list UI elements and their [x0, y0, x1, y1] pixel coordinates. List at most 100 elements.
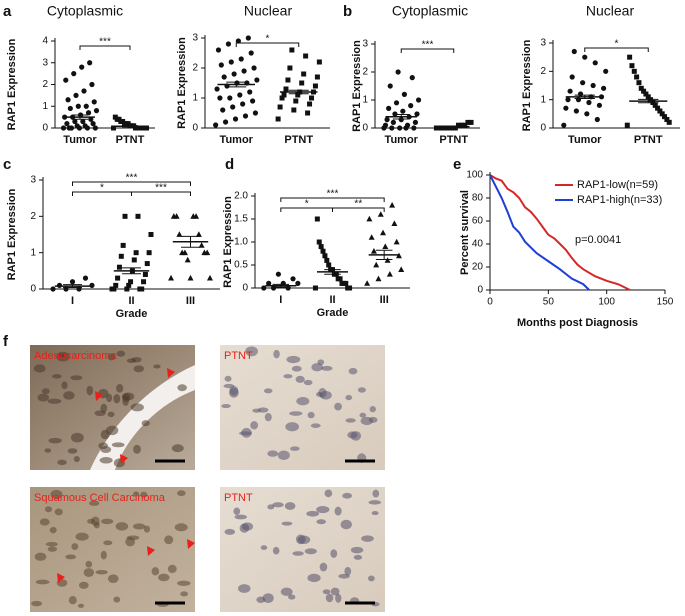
nucleus [359, 412, 367, 418]
nucleus [262, 593, 274, 604]
significance-label: *** [155, 183, 167, 194]
chart-title: Cytoplasmic [392, 3, 468, 19]
data-point [370, 248, 377, 254]
data-point [135, 213, 141, 219]
image-label: Adenocarcinoma [34, 350, 117, 362]
data-point [176, 231, 183, 237]
data-point [213, 122, 219, 128]
nucleus [372, 489, 380, 498]
nucleus [95, 569, 108, 575]
data-point [111, 286, 117, 292]
nucleus [264, 413, 272, 422]
nucleus [133, 365, 145, 373]
data-point [139, 286, 145, 292]
nucleus [311, 363, 323, 372]
nucleus [357, 387, 366, 393]
nucleus [107, 353, 116, 361]
sem-bar [63, 284, 82, 289]
nucleus [223, 383, 235, 389]
nucleus [371, 511, 379, 516]
x-tick-label: Tumor [220, 134, 254, 146]
nucleus [330, 549, 338, 558]
data-point [248, 50, 254, 56]
nucleus [133, 444, 141, 454]
chart-title: Nuclear [586, 3, 635, 19]
arrowhead [120, 454, 128, 464]
nucleus [67, 448, 78, 454]
arrowhead [57, 573, 65, 583]
y-tick-label: 0 [242, 283, 248, 294]
nucleus [177, 490, 186, 497]
data-point [573, 108, 579, 114]
nucleus [37, 393, 50, 402]
nucleus [87, 518, 96, 524]
data-point [222, 119, 229, 125]
nucleus [307, 573, 321, 583]
data-point [71, 71, 77, 77]
data-point [148, 232, 154, 237]
x-tick-label: I [71, 295, 74, 307]
nucleus [353, 554, 363, 560]
data-point [179, 249, 186, 256]
annotation: p=0.0041 [575, 234, 621, 246]
data-point [629, 63, 635, 69]
nucleus [116, 384, 124, 393]
y-tick-label: 0 [30, 284, 36, 295]
data-point [66, 125, 72, 131]
data-point [69, 279, 76, 285]
x-tick-label: 100 [598, 297, 615, 308]
nucleus [44, 506, 53, 513]
data-point [295, 280, 301, 286]
panel-label: e [453, 156, 461, 173]
data-point [74, 123, 80, 129]
data-point [339, 280, 345, 286]
data-point [112, 114, 118, 120]
data-point [594, 116, 600, 123]
y-tick-label: 2.0 [234, 191, 248, 202]
data-point [326, 262, 332, 268]
data-point [320, 248, 326, 254]
data-point [214, 86, 220, 92]
x-tick-label: Tumor [385, 134, 419, 146]
x-axis-label: Grade [317, 307, 349, 319]
data-point [307, 101, 313, 107]
y-axis-label: RAP1 Expression [521, 39, 533, 131]
legend-label: RAP1-low(n=59) [577, 179, 658, 191]
data-point [408, 103, 414, 109]
data-point [666, 119, 672, 125]
nucleus [99, 457, 113, 464]
nucleus [107, 574, 119, 584]
data-point [411, 125, 417, 131]
arrowhead [167, 368, 175, 378]
micrograph-image [220, 345, 385, 470]
data-point [636, 80, 642, 86]
sem-bar [72, 114, 88, 120]
data-point [592, 60, 598, 66]
nucleus [361, 535, 374, 542]
nucleus [103, 540, 113, 546]
data-point [115, 275, 121, 281]
data-point [111, 125, 116, 131]
nucleus [31, 600, 43, 607]
nucleus [70, 432, 84, 443]
data-point [80, 118, 86, 125]
nucleus [153, 364, 161, 369]
data-point [295, 92, 301, 98]
panel-label: f [3, 333, 9, 350]
y-tick-label: 1 [42, 101, 48, 112]
nucleus [310, 423, 321, 428]
data-point [404, 122, 411, 128]
data-point [571, 48, 577, 55]
data-point [596, 102, 603, 108]
data-point [141, 279, 147, 285]
data-point [195, 231, 202, 237]
data-point [206, 274, 213, 281]
nucleus [41, 388, 50, 395]
data-point [664, 117, 670, 122]
nucleus [113, 596, 121, 603]
y-tick-label: 100 [466, 170, 483, 181]
data-point [631, 68, 637, 74]
nucleus [75, 532, 89, 541]
data-point [122, 213, 128, 219]
nucleus [89, 500, 100, 506]
